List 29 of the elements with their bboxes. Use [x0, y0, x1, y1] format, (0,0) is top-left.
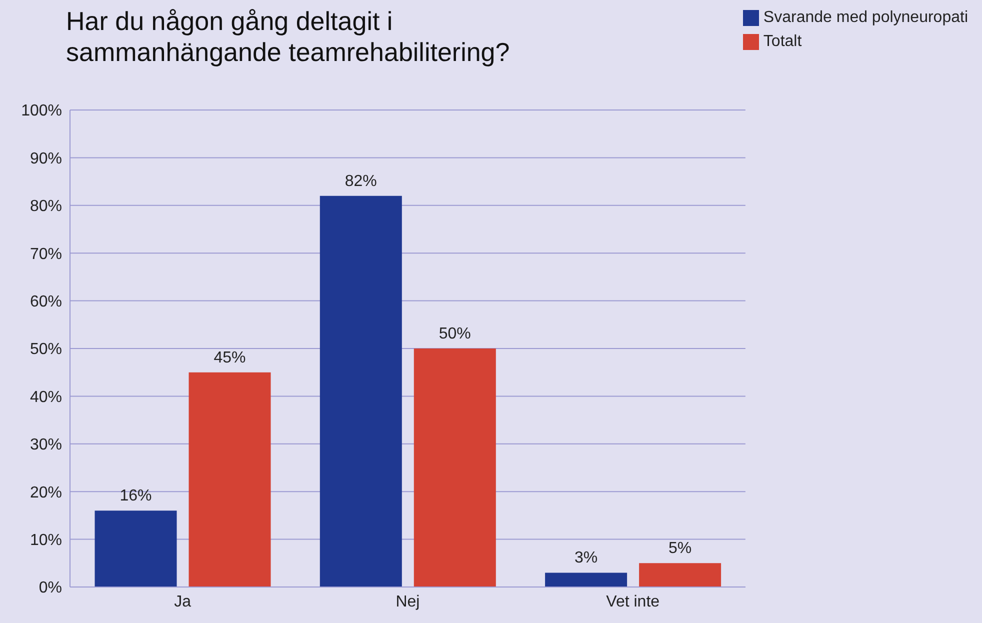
bar	[414, 348, 496, 587]
y-tick-label: 90%	[30, 150, 62, 168]
legend-label: Totalt	[763, 33, 802, 50]
y-tick-label: 10%	[30, 532, 62, 549]
y-tick-label: 70%	[30, 246, 62, 263]
y-tick-label: 80%	[30, 198, 62, 216]
y-tick-label: 60%	[30, 293, 62, 310]
data-label: 50%	[438, 326, 471, 342]
bar	[639, 563, 722, 587]
x-tick-label: Vet inte	[606, 593, 660, 610]
chart-title: Har du någon gång deltagit i sammanhängande teamrehabilitering?	[66, 6, 511, 68]
bar	[188, 372, 271, 587]
y-tick-label: 40%	[30, 388, 62, 406]
y-tick-label: 20%	[30, 484, 62, 502]
bar	[320, 196, 402, 587]
x-tick-label: Ja	[174, 593, 192, 610]
bar	[545, 572, 628, 587]
y-tick-label: 30%	[30, 436, 62, 454]
data-label: 45%	[214, 349, 246, 366]
legend-label: Svarande med polyneuropati	[763, 9, 968, 26]
y-tick-label: 0%	[38, 580, 62, 597]
data-label: 5%	[668, 540, 692, 558]
data-label: 16%	[120, 488, 152, 505]
data-label: 82%	[344, 172, 377, 190]
data-label: 3%	[574, 550, 598, 567]
x-tick-label: Nej	[396, 593, 420, 610]
bar	[94, 510, 177, 587]
y-tick-label: 50%	[30, 341, 62, 358]
y-tick-label: 100%	[21, 102, 62, 120]
